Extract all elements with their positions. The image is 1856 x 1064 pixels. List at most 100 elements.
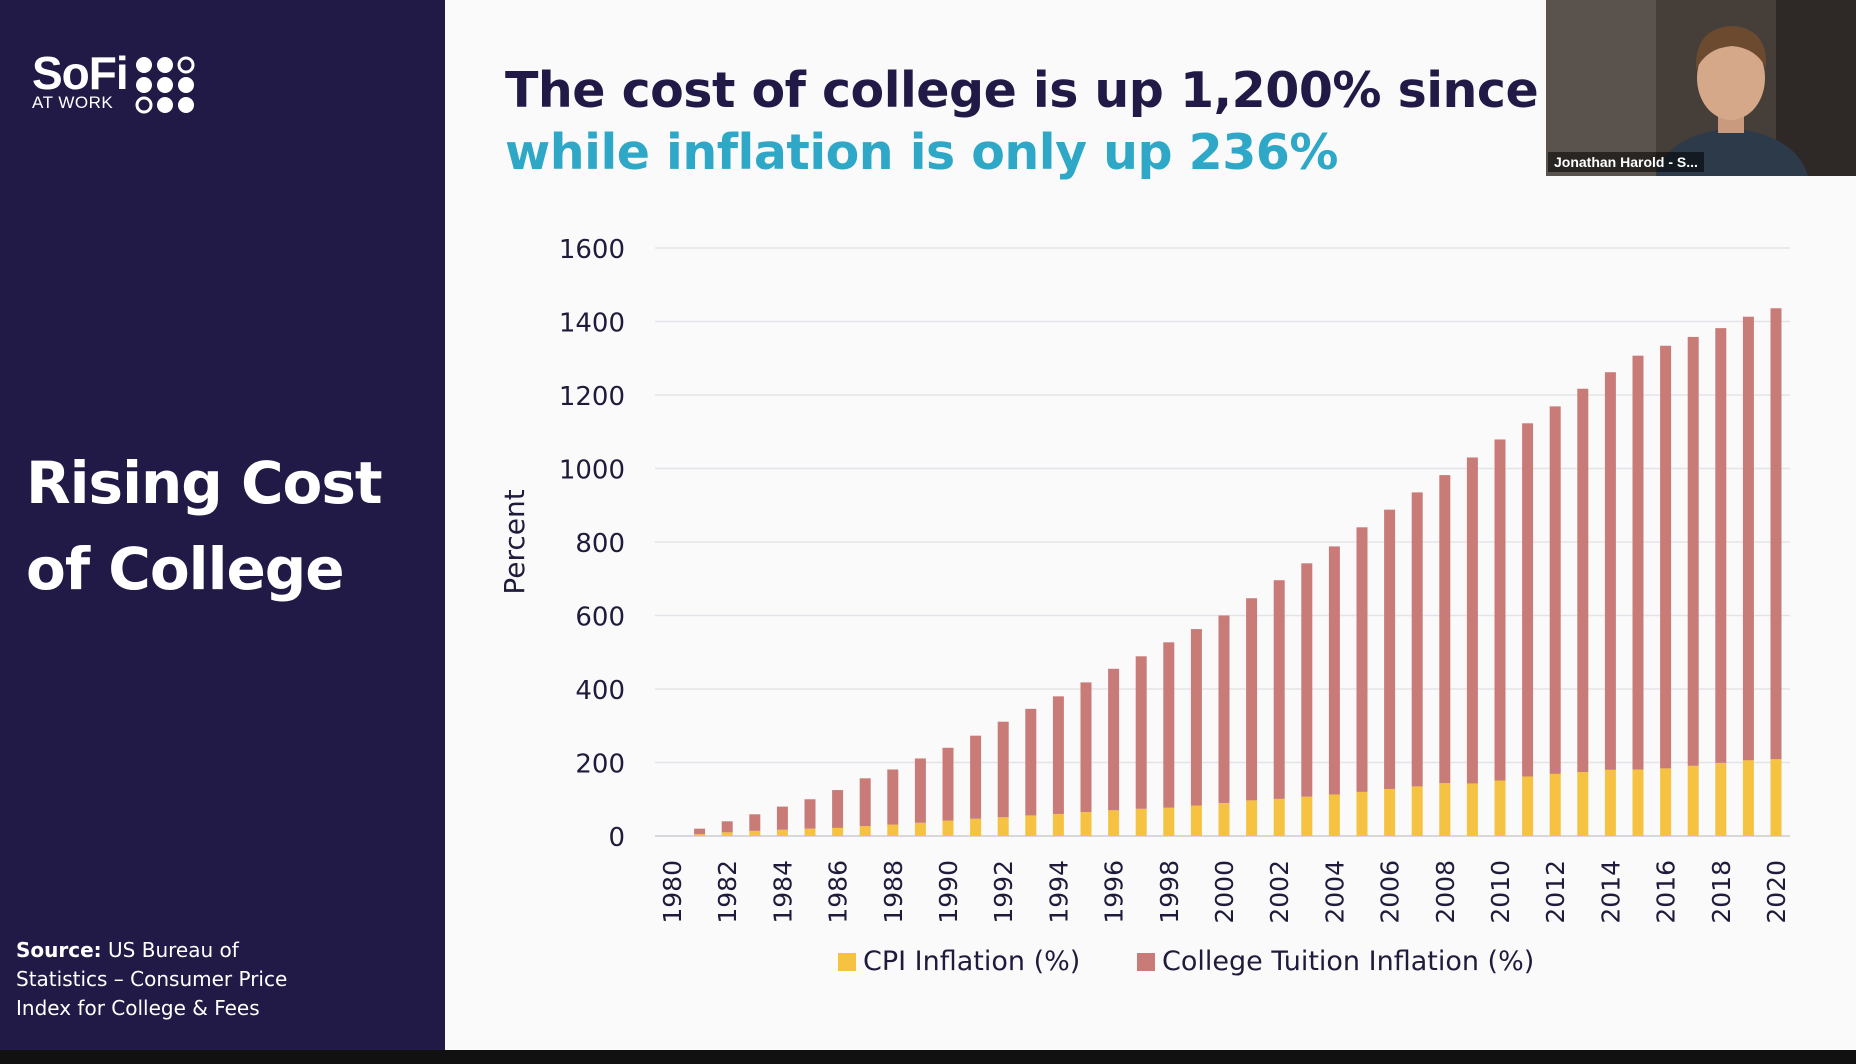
- source-text: US Bureau of Statistics – Consumer Price…: [16, 938, 288, 1020]
- bar-tuition-2005: [1356, 527, 1368, 792]
- bar-cpi-1998: [1163, 807, 1175, 836]
- x-tick-label: 1998: [1155, 860, 1184, 924]
- x-tick-label: 2012: [1541, 860, 1570, 924]
- bar-cpi-1992: [997, 817, 1009, 836]
- bar-tuition-2001: [1246, 598, 1258, 801]
- bar-tuition-1984: [776, 806, 788, 830]
- participant-video[interactable]: Jonathan Harold - S...: [1546, 0, 1856, 176]
- chart: 0 200 400 600 800 1000 1200 1400 1600 Percent 1980…: [498, 235, 1791, 977]
- logo-subtitle: AT WORK: [32, 93, 114, 112]
- bar-tuition-2002: [1273, 580, 1285, 799]
- x-tick-label: 1994: [1044, 860, 1073, 924]
- bar-tuition-2013: [1577, 388, 1589, 773]
- bar-cpi-1983: [749, 830, 761, 836]
- bar-tuition-2003: [1301, 563, 1313, 797]
- y-tick-label: 600: [575, 603, 625, 633]
- sofi-logo: SoFi AT WORK: [32, 50, 195, 114]
- bar-cpi-1995: [1080, 812, 1092, 836]
- bar-cpi-1989: [914, 822, 926, 836]
- legend-swatch-cpi: [838, 953, 856, 971]
- participant-name: Jonathan Harold - S...: [1548, 152, 1704, 172]
- bar-cpi-1986: [832, 827, 844, 836]
- legend-swatch-tuition: [1137, 953, 1155, 971]
- bar-tuition-2012: [1549, 406, 1561, 774]
- bar-cpi-2007: [1411, 786, 1423, 836]
- bar-tuition-2017: [1687, 336, 1699, 766]
- bar-tuition-1989: [914, 758, 926, 823]
- bar-cpi-2006: [1384, 788, 1396, 836]
- bar-cpi-2008: [1439, 783, 1451, 836]
- bar-tuition-2014: [1604, 372, 1616, 770]
- bar-tuition-1999: [1190, 629, 1202, 806]
- bar-tuition-1981: [694, 828, 706, 835]
- sidebar: SoFi AT WORK Rising Cost of College Sour…: [0, 0, 445, 1050]
- bar-tuition-2018: [1715, 328, 1727, 763]
- x-tick-label: 1992: [989, 860, 1018, 924]
- bar-tuition-1985: [804, 799, 816, 829]
- bar-tuition-1996: [1108, 668, 1120, 811]
- bar-cpi-1984: [776, 829, 788, 836]
- bar-cpi-2002: [1273, 798, 1285, 836]
- x-tick-label: 2010: [1486, 860, 1515, 924]
- y-tick-label: 800: [575, 529, 625, 559]
- bar-cpi-2003: [1301, 796, 1313, 836]
- bar-tuition-2019: [1742, 316, 1754, 761]
- x-tick-label: 2002: [1265, 860, 1294, 924]
- bar-cpi-2011: [1522, 776, 1534, 836]
- y-tick-label: 1400: [559, 309, 625, 339]
- section-title: Rising Cost of College: [26, 440, 436, 612]
- bar-tuition-1997: [1135, 656, 1147, 809]
- x-tick-label: 2008: [1431, 860, 1460, 924]
- bar-cpi-1997: [1135, 808, 1147, 836]
- bar-tuition-2011: [1522, 423, 1534, 777]
- bar-tuition-1993: [1025, 708, 1037, 816]
- bar-cpi-1987: [859, 826, 871, 836]
- bar-tuition-2004: [1328, 546, 1340, 795]
- x-tick-label: 1984: [768, 860, 797, 924]
- bar-tuition-2009: [1466, 457, 1478, 784]
- x-tick-label: 2018: [1707, 860, 1736, 924]
- bar-cpi-2009: [1466, 783, 1478, 836]
- bar-cpi-2017: [1687, 765, 1699, 836]
- bar-cpi-2001: [1246, 800, 1258, 836]
- bar-tuition-1994: [1052, 696, 1064, 814]
- x-tick-label: 2006: [1376, 860, 1405, 924]
- bottom-bar: [0, 1050, 1856, 1064]
- bar-tuition-1983: [749, 814, 761, 831]
- bar-cpi-2018: [1715, 762, 1727, 836]
- bar-cpi-2015: [1632, 769, 1644, 836]
- section-title-line2: of College: [26, 535, 345, 603]
- bar-tuition-1995: [1080, 682, 1092, 813]
- x-tick-label: 1990: [934, 860, 963, 924]
- y-tick-label: 0: [608, 823, 625, 853]
- bar-tuition-2015: [1632, 355, 1644, 770]
- participant-avatar: [1546, 0, 1856, 176]
- bar-tuition-1987: [859, 778, 871, 827]
- bar-tuition-1986: [832, 790, 844, 828]
- legend-label-cpi: CPI Inflation (%): [863, 946, 1080, 977]
- bar-tuition-1991: [970, 735, 982, 819]
- bar-tuition-1992: [997, 721, 1009, 818]
- x-tick-label: 2014: [1596, 860, 1625, 924]
- bar-cpi-2013: [1577, 772, 1589, 836]
- bar-cpi-1985: [804, 828, 816, 836]
- headline-line2: while inflation is only up 236%: [505, 124, 1338, 181]
- bar-cpi-2012: [1549, 773, 1561, 836]
- bar-cpi-2016: [1660, 768, 1672, 836]
- bar-tuition-2006: [1384, 509, 1396, 789]
- bar-cpi-2000: [1218, 802, 1230, 836]
- y-tick-label: 200: [575, 750, 625, 780]
- bar-cpi-2004: [1328, 794, 1340, 836]
- x-tick-label: 1982: [713, 860, 742, 924]
- headline-line1: The cost of college is up 1,200% since 1…: [505, 62, 1656, 119]
- x-tick-label: 2004: [1320, 860, 1349, 924]
- y-tick-label: 400: [575, 676, 625, 706]
- bar-cpi-2019: [1742, 760, 1754, 836]
- bar-tuition-1982: [721, 821, 733, 833]
- bar-tuition-2010: [1494, 439, 1506, 781]
- bar-cpi-1996: [1108, 810, 1120, 836]
- bar-cpi-2005: [1356, 791, 1368, 836]
- bar-cpi-1994: [1052, 813, 1064, 836]
- bar-tuition-1998: [1163, 642, 1175, 808]
- logo-dots-icon: [135, 56, 195, 114]
